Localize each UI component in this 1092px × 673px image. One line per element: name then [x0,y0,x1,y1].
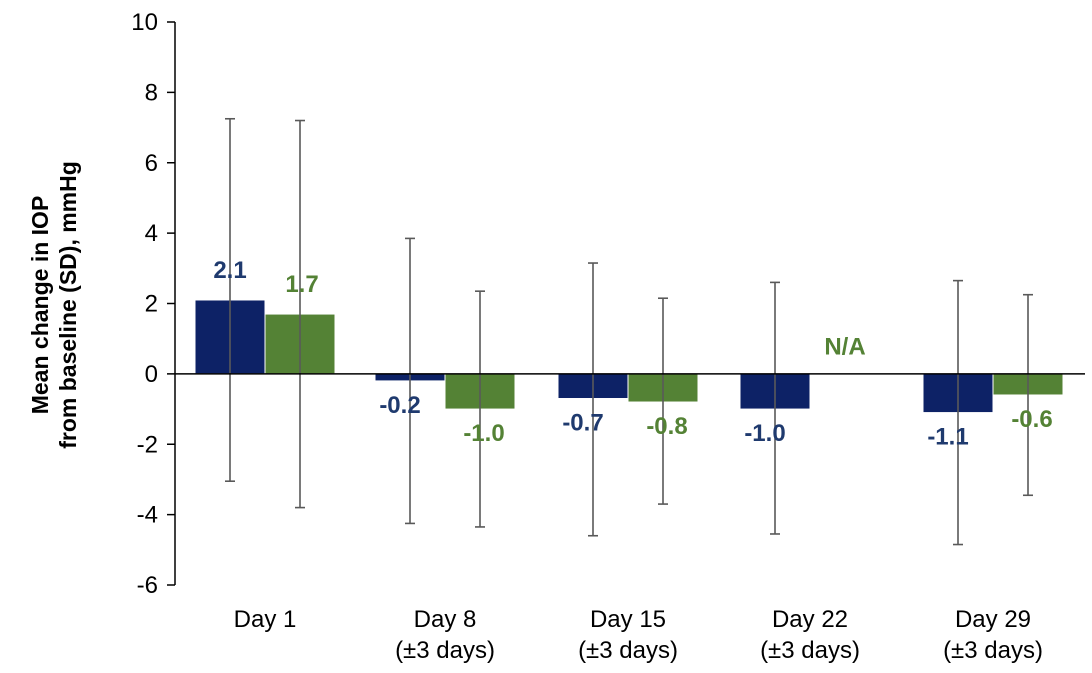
data-labels: 2.1 -0.2 -0.7 -1.0 -1.1 1.7 -1.0 -0.8 N/A -0.6 [213,257,1052,451]
category-label: Day 29 [955,606,1031,633]
category-label: (±3 days) [578,637,678,664]
category-label: (±3 days) [760,637,860,664]
y-tick-label: 0 [145,361,158,388]
data-label: -0.8 [646,413,687,440]
data-label: -1.1 [927,424,968,451]
data-label: N/A [824,334,865,361]
y-axis: -6 -4 -2 0 2 4 6 8 10 [131,9,176,599]
data-label: -0.7 [562,410,603,437]
category-label: Day 22 [772,606,848,633]
y-tick-label: 8 [145,79,158,106]
category-labels: Day 1 Day 8 (±3 days) Day 15 (±3 days) Day 22… [234,606,1043,664]
category-label: Day 1 [234,606,297,633]
category-label: (±3 days) [943,637,1043,664]
data-label: -0.2 [379,392,420,419]
data-label: 2.1 [213,257,246,284]
category-label: (±3 days) [395,637,495,664]
y-axis-label-line: from baseline (SD), mmHg [55,161,81,449]
y-tick-label: -4 [137,502,158,529]
y-tick-label: 6 [145,150,158,177]
category-label: Day 15 [590,606,666,633]
y-tick-label: 10 [131,9,158,36]
y-axis-label-line: Mean change in IOP [27,196,53,415]
bars [194,299,1064,414]
y-tick-label: -2 [137,431,158,458]
data-label: -1.0 [463,420,504,447]
category-label: Day 8 [414,606,477,633]
data-label: 1.7 [285,271,318,298]
y-tick-label: 2 [145,291,158,318]
y-tick-label: -6 [137,572,158,599]
y-tick-label: 4 [145,220,158,247]
error-bars [225,117,1033,546]
y-axis-label: Mean change in IOPfrom baseline (SD), mm… [27,161,81,449]
data-label: -0.6 [1011,406,1052,433]
data-label: -1.0 [744,420,785,447]
